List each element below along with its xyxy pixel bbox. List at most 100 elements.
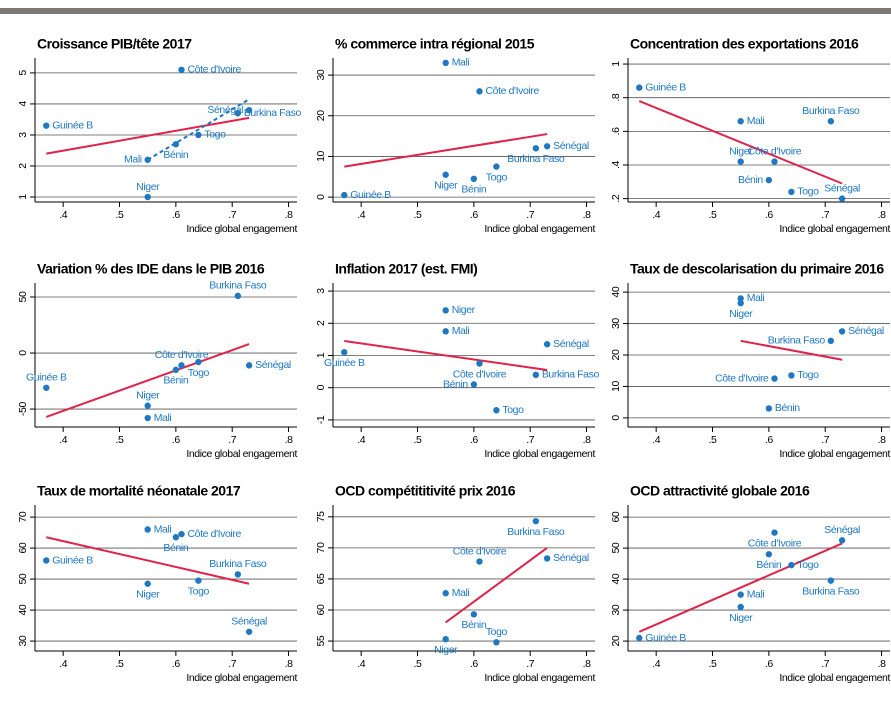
point-label: Guinée B [324, 357, 365, 369]
y-tick-label: .6 [610, 127, 622, 136]
fit-line [638, 100, 843, 185]
x-axis-label: Indice global engagement [484, 223, 595, 235]
chart-title: OCD compétititivité prix 2016 [335, 483, 516, 499]
x-axis-label: Indice global engagement [779, 448, 890, 460]
chart-title: Croissance PIB/tête 2017 [37, 36, 192, 52]
point-label: Sénégal [553, 552, 589, 564]
x-tick-label: .7 [228, 658, 237, 670]
point-label: Guinée B [26, 372, 67, 384]
point-label: Togo [797, 186, 819, 198]
point-label: Togo [486, 171, 508, 183]
x-tick-label: .6 [765, 658, 774, 670]
point [144, 526, 151, 533]
point [442, 635, 449, 643]
point [476, 88, 483, 95]
point [493, 407, 500, 414]
point-label: Bénin [756, 559, 781, 571]
point [234, 571, 242, 578]
y-tick-label: 2 [315, 320, 327, 326]
y-tick-label: .4 [610, 160, 622, 169]
point [827, 337, 835, 345]
fit-line [638, 542, 843, 633]
point [838, 537, 846, 544]
point [470, 611, 478, 618]
x-tick-label: .5 [116, 658, 125, 670]
point [737, 295, 744, 302]
y-tick-label: .8 [610, 93, 622, 102]
point [788, 561, 795, 569]
x-tick-label: .5 [414, 209, 423, 221]
x-tick-label: .4 [652, 209, 661, 221]
point-label: Guinée B [52, 554, 93, 566]
point [771, 375, 778, 382]
point [532, 517, 540, 525]
y-tick-label: 65 [315, 573, 327, 584]
x-tick-label: .8 [285, 434, 294, 446]
y-tick-label: 1 [610, 61, 622, 67]
x-tick-label: .7 [526, 658, 535, 670]
point-label: Sénégal [207, 104, 243, 116]
x-tick-label: .6 [470, 658, 479, 670]
point [442, 590, 449, 597]
x-tick-label: .6 [765, 209, 774, 221]
chart-title: Taux de mortalité néonatale 2017 [37, 483, 241, 499]
point-label: Togo [188, 585, 210, 597]
y-tick-label: 20 [315, 110, 327, 121]
point [234, 110, 242, 117]
point-label: Côte d'Ivoire [187, 64, 241, 76]
x-tick-label: .6 [765, 434, 774, 446]
point [771, 529, 778, 536]
point-label: Côte d'Ivoire [748, 145, 802, 157]
point-label: Bénin [163, 375, 188, 387]
y-tick-label: -50 [17, 402, 29, 417]
point-label: Togo [204, 129, 226, 141]
point [43, 384, 50, 391]
point [43, 557, 50, 564]
point [532, 145, 540, 152]
point [172, 141, 180, 148]
point-label: Niger [136, 589, 160, 601]
point [144, 414, 151, 422]
x-tick-label: .4 [357, 434, 366, 446]
x-tick-label: .5 [414, 434, 423, 446]
x-tick-label: .8 [583, 658, 592, 670]
x-tick-label: .7 [821, 658, 830, 670]
y-tick-label: 10 [610, 380, 622, 391]
point [765, 551, 773, 558]
x-tick-label: .8 [583, 434, 592, 446]
chart-title: % commerce intra régional 2015 [335, 36, 535, 52]
point [737, 118, 744, 125]
point [543, 555, 551, 562]
point-label: Niger [729, 145, 753, 157]
y-tick-label: 30 [315, 69, 327, 80]
y-tick-label: 50 [17, 573, 29, 584]
y-tick-label: 70 [17, 511, 29, 522]
point-label: Côte d'Ivoire [155, 349, 209, 361]
point-label: Mali [154, 523, 172, 535]
point-label: Bénin [461, 619, 486, 631]
chart-title: Inflation 2017 (est. FMI) [335, 261, 477, 277]
point [532, 371, 540, 379]
point [341, 349, 348, 356]
point [178, 66, 185, 73]
point-label: Bénin [163, 542, 188, 554]
header-bar [0, 8, 891, 14]
x-axis-label: Indice global engagement [484, 448, 595, 460]
point-label: Niger [452, 304, 476, 316]
point [788, 188, 795, 196]
x-axis-label: Indice global engagement [779, 223, 890, 235]
point [144, 402, 151, 409]
point-label: Niger [434, 180, 458, 192]
y-tick-label: 3 [315, 288, 327, 294]
point-label: Burkina Faso [244, 107, 302, 119]
point-label: Niger [136, 389, 160, 401]
point-label: Côte d'Ivoire [715, 372, 769, 384]
point-label: Sénégal [231, 616, 267, 628]
x-tick-label: .8 [878, 658, 887, 670]
y-tick-label: 70 [315, 542, 327, 553]
y-tick-label: 30 [17, 635, 29, 646]
point [765, 405, 773, 412]
point [493, 163, 500, 170]
point [195, 577, 202, 584]
point-label: Sénégal [553, 338, 589, 350]
